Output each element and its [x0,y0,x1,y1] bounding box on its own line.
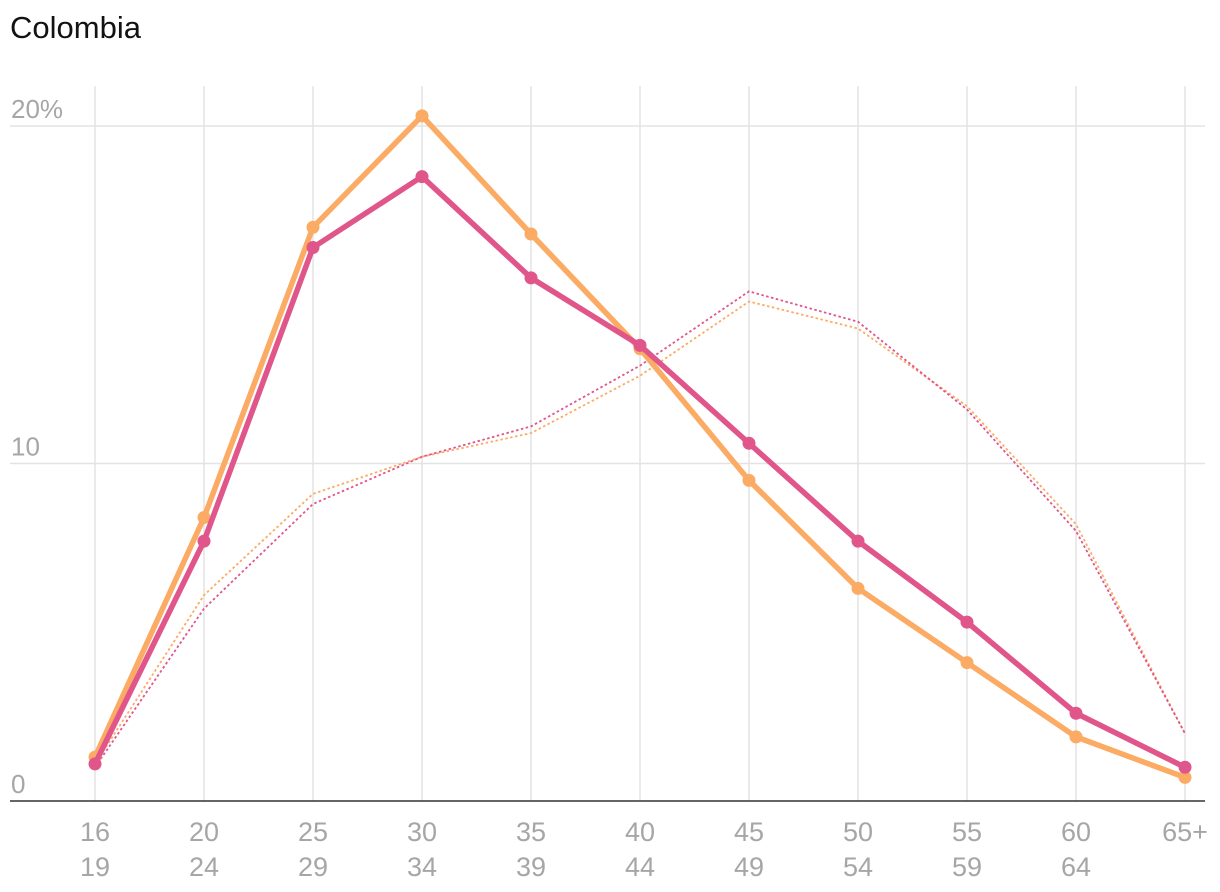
x-tick-label: 20 [189,817,219,847]
data-point [524,227,538,241]
data-point [1178,770,1192,784]
x-tick-label: 16 [80,817,110,847]
data-point [851,534,865,548]
series-line-dotted [94,300,1186,765]
x-tick-label: 40 [625,817,655,847]
data-point [1178,760,1192,774]
x-tick-label: 65+ [1162,817,1208,847]
x-tick-label: 64 [1061,852,1091,882]
x-tick-label: 35 [516,817,546,847]
data-point [306,220,320,234]
x-tick-label: 30 [407,817,437,847]
chart-title: Colombia [10,10,141,45]
data-point [742,436,756,450]
x-tick-label: 44 [625,852,655,882]
x-tick-label: 29 [298,852,328,882]
data-point [1069,730,1083,744]
x-tick-label: 24 [189,852,219,882]
data-point [742,473,756,487]
x-tick-label: 25 [298,817,328,847]
data-point [88,757,102,771]
data-point [415,109,429,123]
x-tick-label: 54 [843,852,873,882]
data-point [851,581,865,595]
x-tick-label: 49 [734,852,764,882]
x-tick-label: 39 [516,852,546,882]
data-point [415,170,429,184]
x-tick-label: 60 [1061,817,1091,847]
y-tick-label: 10 [11,432,40,462]
data-point [197,511,211,524]
x-tick-label: 19 [80,852,110,882]
x-tick-label: 50 [843,817,873,847]
data-point [960,615,974,629]
series-line-dotted [94,290,1186,768]
x-tick-label: 59 [952,852,982,882]
data-point [960,656,974,670]
y-tick-label: 20% [11,94,63,124]
data-point [633,338,647,352]
y-tick-label: 0 [11,769,25,799]
data-point [197,534,211,548]
data-point [1069,706,1083,720]
data-point [524,271,538,285]
x-tick-label: 34 [407,852,437,882]
x-tick-label: 45 [734,817,764,847]
x-tick-label: 55 [952,817,982,847]
data-point [306,241,320,254]
